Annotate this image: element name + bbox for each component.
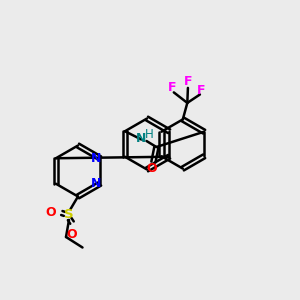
Text: F: F — [197, 83, 206, 97]
Text: N: N — [91, 152, 102, 165]
Text: N: N — [91, 177, 102, 190]
Text: N: N — [136, 132, 147, 146]
Text: O: O — [45, 206, 56, 220]
Text: F: F — [168, 81, 177, 94]
Text: F: F — [184, 75, 192, 88]
Text: S: S — [64, 208, 74, 221]
Text: H: H — [145, 128, 154, 142]
Text: O: O — [67, 227, 77, 241]
Text: O: O — [147, 162, 157, 175]
